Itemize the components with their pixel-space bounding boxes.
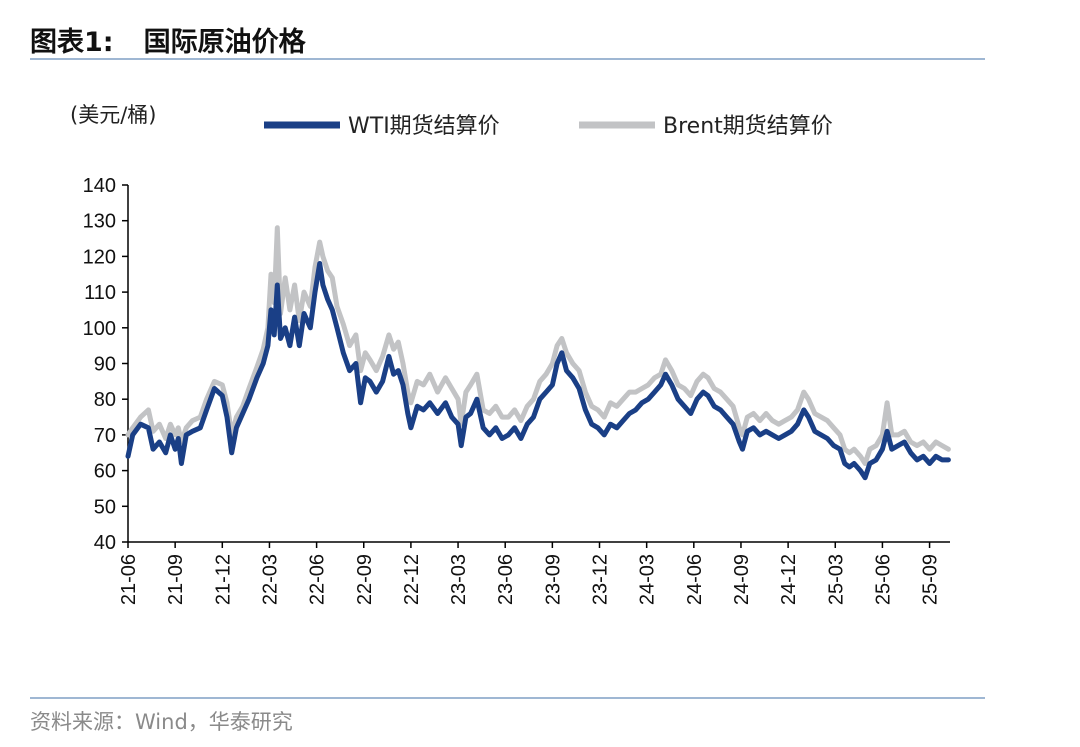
- top-divider: [30, 58, 985, 60]
- x-tick-label: 21-12: [212, 554, 234, 605]
- figure-label: 图表1:: [30, 27, 114, 58]
- y-tick-label: 130: [83, 211, 116, 233]
- line-chart: (美元/桶) WTI期货结算价 Brent期货结算价 40 50 60 70 80 90 1…: [70, 103, 951, 605]
- x-tick-label: 24-12: [778, 554, 800, 605]
- x-tick-label: 22-06: [307, 554, 329, 605]
- x-tick-label: 23-03: [448, 554, 470, 605]
- x-tick-label: 25-09: [920, 554, 942, 605]
- x-tick-label: 24-06: [684, 554, 706, 605]
- y-tick-label: 100: [83, 318, 116, 340]
- x-tick-label: 22-03: [260, 554, 282, 605]
- plot-area: [125, 225, 951, 481]
- x-tick-label: 23-09: [542, 554, 564, 605]
- y-axis-unit-label: (美元/桶): [70, 103, 156, 127]
- x-tick-label: 22-09: [354, 554, 376, 605]
- y-tick-label: 60: [94, 461, 116, 483]
- x-tick-label: 23-12: [590, 554, 612, 605]
- legend-label-wti: WTI期货结算价: [348, 114, 500, 139]
- figure-title: 图表1: 国际原油价格: [30, 20, 306, 59]
- x-tick-label: 24-09: [731, 554, 753, 605]
- y-tick-label: 40: [94, 532, 116, 554]
- x-tick-label: 22-12: [401, 554, 423, 605]
- x-tick-label: 24-03: [637, 554, 659, 605]
- x-tick-label: 25-03: [825, 554, 847, 605]
- bottom-divider: [30, 697, 985, 699]
- y-tick-label: 90: [94, 354, 116, 376]
- series-line-brent: [125, 225, 951, 466]
- series-line-wti: [125, 261, 951, 481]
- y-axis: 40 50 60 70 80 90 100 110 120 130 140: [83, 175, 129, 554]
- y-tick-label: 80: [94, 389, 116, 411]
- y-tick-label: 110: [84, 282, 116, 304]
- legend-label-brent: Brent期货结算价: [663, 114, 833, 139]
- y-tick-label: 50: [94, 496, 116, 518]
- y-tick-label: 70: [94, 425, 116, 447]
- figure-title-text: 国际原油价格: [143, 27, 306, 58]
- y-tick-label: 140: [83, 175, 116, 197]
- x-tick-label: 21-09: [165, 554, 187, 605]
- y-tick-label: 120: [83, 246, 116, 268]
- legend: WTI期货结算价 Brent期货结算价: [264, 114, 833, 139]
- source-note: 资料来源：Wind，华泰研究: [30, 710, 293, 734]
- x-tick-label: 21-06: [118, 554, 140, 605]
- x-axis: 21-06 21-09 21-12 22-03 22-06 22-09 22-12 23-03…: [118, 541, 950, 605]
- x-tick-label: 23-06: [495, 554, 517, 605]
- x-tick-label: 25-06: [872, 554, 894, 605]
